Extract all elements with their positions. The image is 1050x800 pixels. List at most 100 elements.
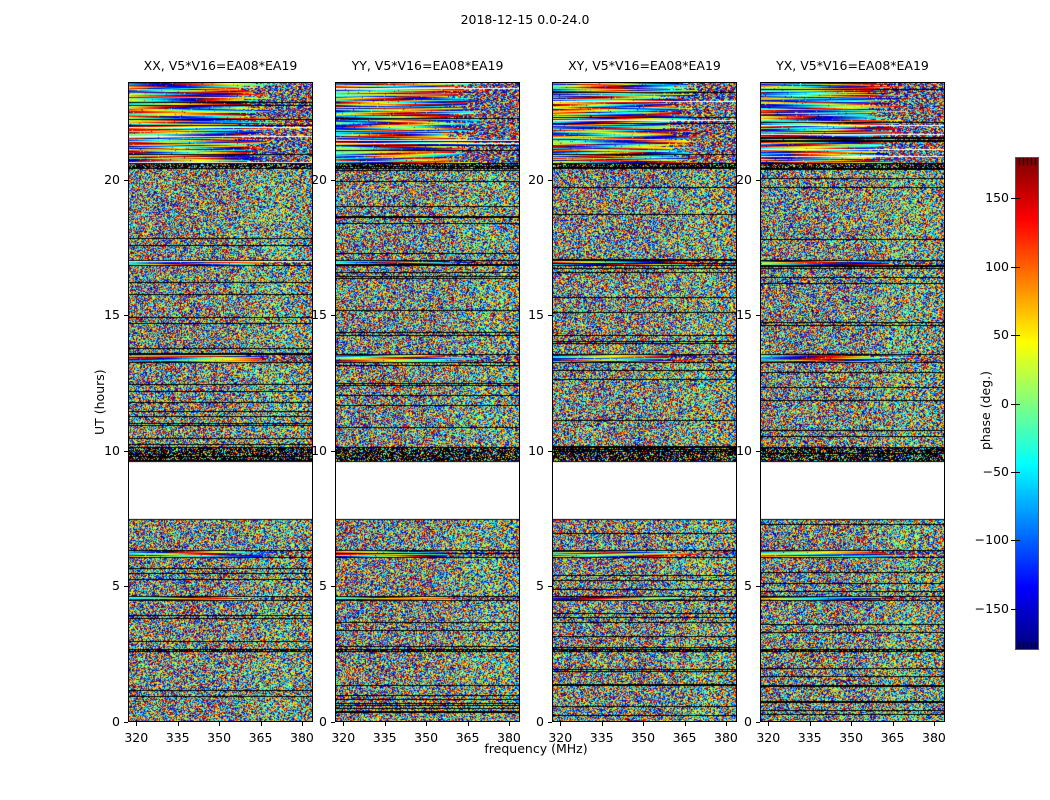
x-tick-label: 350 bbox=[414, 730, 439, 745]
x-tick-label: 350 bbox=[631, 730, 656, 745]
x-tickmark bbox=[851, 722, 853, 726]
colorbar-tickmark bbox=[1011, 608, 1015, 610]
colorbar-tickmark-inner bbox=[1015, 471, 1020, 473]
y-tickmark bbox=[756, 722, 760, 723]
colorbar-tickmark bbox=[1011, 198, 1015, 200]
y-tickmark bbox=[331, 722, 335, 723]
heatmap-image-yy bbox=[336, 83, 519, 721]
y-tick-label: 0 bbox=[319, 714, 327, 729]
colorbar-tickmark bbox=[1011, 403, 1015, 405]
x-tick-label: 335 bbox=[589, 730, 614, 745]
colorbar-tickmark-inner bbox=[1015, 266, 1020, 268]
y-tickmark bbox=[548, 722, 552, 723]
x-tick-label: 380 bbox=[290, 730, 314, 745]
y-tick-label: 0 bbox=[744, 714, 752, 729]
y-tick-label: 15 bbox=[104, 307, 120, 323]
panel-title-xy: XY, V5*V16=EA08*EA19 bbox=[568, 58, 721, 73]
colorbar-tickmark bbox=[1011, 471, 1015, 473]
x-tick-label: 365 bbox=[455, 730, 480, 745]
colorbar-tick-label: 150 bbox=[985, 190, 1009, 206]
x-tick-label: 320 bbox=[756, 730, 781, 745]
colorbar-gradient bbox=[1016, 158, 1038, 649]
colorbar-tick-label: 100 bbox=[985, 258, 1009, 274]
colorbar-tickmark bbox=[1011, 266, 1015, 268]
panel-title-yy: YY, V5*V16=EA08*EA19 bbox=[351, 58, 504, 73]
y-tickmark bbox=[548, 450, 552, 452]
x-tickmark bbox=[343, 722, 345, 726]
colorbar-tickmark-inner bbox=[1015, 403, 1020, 405]
colorbar-tick-label: 0 bbox=[1001, 395, 1009, 411]
colorbar-tickmark-inner bbox=[1015, 335, 1020, 337]
x-tickmark bbox=[643, 722, 645, 726]
x-tick-label: 365 bbox=[248, 730, 273, 745]
y-tick-label: 15 bbox=[311, 307, 327, 323]
x-tickmark bbox=[177, 722, 179, 726]
x-tickmark bbox=[508, 722, 510, 726]
colorbar-tickmark-inner bbox=[1015, 198, 1020, 200]
y-tick-label: 10 bbox=[311, 442, 327, 458]
x-tick-label: 365 bbox=[880, 730, 905, 745]
y-tick-label: 15 bbox=[528, 307, 544, 323]
x-tickmark bbox=[809, 722, 811, 726]
y-tick-label: 15 bbox=[736, 307, 752, 323]
y-tick-label: 5 bbox=[112, 578, 120, 594]
y-tick-label: 20 bbox=[528, 171, 544, 187]
x-tickmark bbox=[426, 722, 428, 726]
x-tickmark bbox=[933, 722, 935, 726]
x-tick-label: 335 bbox=[372, 730, 397, 745]
x-tickmark bbox=[892, 722, 894, 726]
y-tick-label: 20 bbox=[311, 171, 327, 187]
y-tickmark bbox=[756, 586, 760, 588]
x-tickmark bbox=[684, 722, 686, 726]
x-tick-label: 320 bbox=[124, 730, 149, 745]
heatmap-panel-yy[interactable] bbox=[335, 82, 520, 722]
y-tick-label: 20 bbox=[736, 171, 752, 187]
y-tickmark bbox=[548, 586, 552, 588]
y-tickmark bbox=[548, 179, 552, 181]
heatmap-image-yx bbox=[761, 83, 944, 721]
y-tickmark bbox=[124, 179, 128, 181]
y-tick-label: 0 bbox=[112, 714, 120, 729]
x-tickmark bbox=[725, 722, 727, 726]
colorbar-tickmark-inner bbox=[1015, 540, 1020, 542]
y-tick-label: 5 bbox=[744, 578, 752, 594]
x-tick-label: 320 bbox=[548, 730, 573, 745]
y-tickmark bbox=[124, 315, 128, 317]
x-axis-label: frequency (MHz) bbox=[484, 741, 588, 756]
x-tick-label: 365 bbox=[672, 730, 697, 745]
panel-title-yx: YX, V5*V16=EA08*EA19 bbox=[776, 58, 929, 73]
y-tick-label: 10 bbox=[736, 442, 752, 458]
x-tickmark bbox=[260, 722, 262, 726]
y-tick-label: 0 bbox=[536, 714, 544, 729]
y-tick-label: 20 bbox=[104, 171, 120, 187]
x-tick-label: 380 bbox=[922, 730, 946, 745]
x-tick-label: 350 bbox=[839, 730, 864, 745]
x-tick-label: 380 bbox=[714, 730, 738, 745]
colorbar-tick-label: −100 bbox=[974, 532, 1009, 548]
x-tickmark bbox=[560, 722, 562, 726]
heatmap-panel-xy[interactable] bbox=[552, 82, 737, 722]
heatmap-panel-yx[interactable] bbox=[760, 82, 945, 722]
colorbar-tickmark bbox=[1011, 335, 1015, 337]
heatmap-image-xx bbox=[129, 83, 312, 721]
colorbar-tickmark-inner bbox=[1015, 608, 1020, 610]
y-tick-label: 10 bbox=[528, 442, 544, 458]
y-tick-label: 5 bbox=[536, 578, 544, 594]
figure-suptitle: 2018-12-15 0.0-24.0 bbox=[460, 12, 590, 27]
x-tick-label: 380 bbox=[497, 730, 521, 745]
heatmap-panel-xx[interactable] bbox=[128, 82, 313, 722]
x-tickmark bbox=[768, 722, 770, 726]
x-tickmark bbox=[219, 722, 221, 726]
y-tickmark bbox=[331, 315, 335, 317]
y-tick-label: 10 bbox=[104, 442, 120, 458]
y-tickmark bbox=[331, 450, 335, 452]
y-tickmark bbox=[548, 315, 552, 317]
x-tick-label: 335 bbox=[797, 730, 822, 745]
x-tickmark bbox=[301, 722, 303, 726]
x-tickmark bbox=[384, 722, 386, 726]
panel-title-xx: XX, V5*V16=EA08*EA19 bbox=[143, 58, 298, 73]
colorbar-tick-label: −150 bbox=[974, 600, 1009, 616]
x-tick-label: 350 bbox=[207, 730, 232, 745]
colorbar-label: phase (deg.) bbox=[978, 371, 993, 450]
